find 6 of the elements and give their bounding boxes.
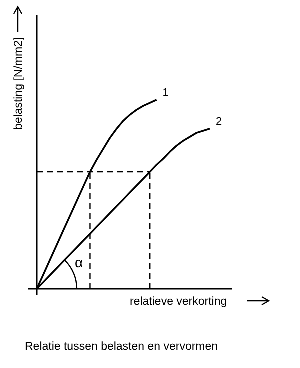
text: Relatie tussen belasten en vervormen	[25, 341, 218, 353]
y-axis-title: belasting [N/mm2]	[13, 37, 25, 130]
x-axis-title: relatieve verkorting	[130, 296, 228, 308]
series-label: 2	[216, 116, 222, 128]
annotation: α	[75, 254, 84, 270]
series-label: 1	[162, 87, 169, 99]
